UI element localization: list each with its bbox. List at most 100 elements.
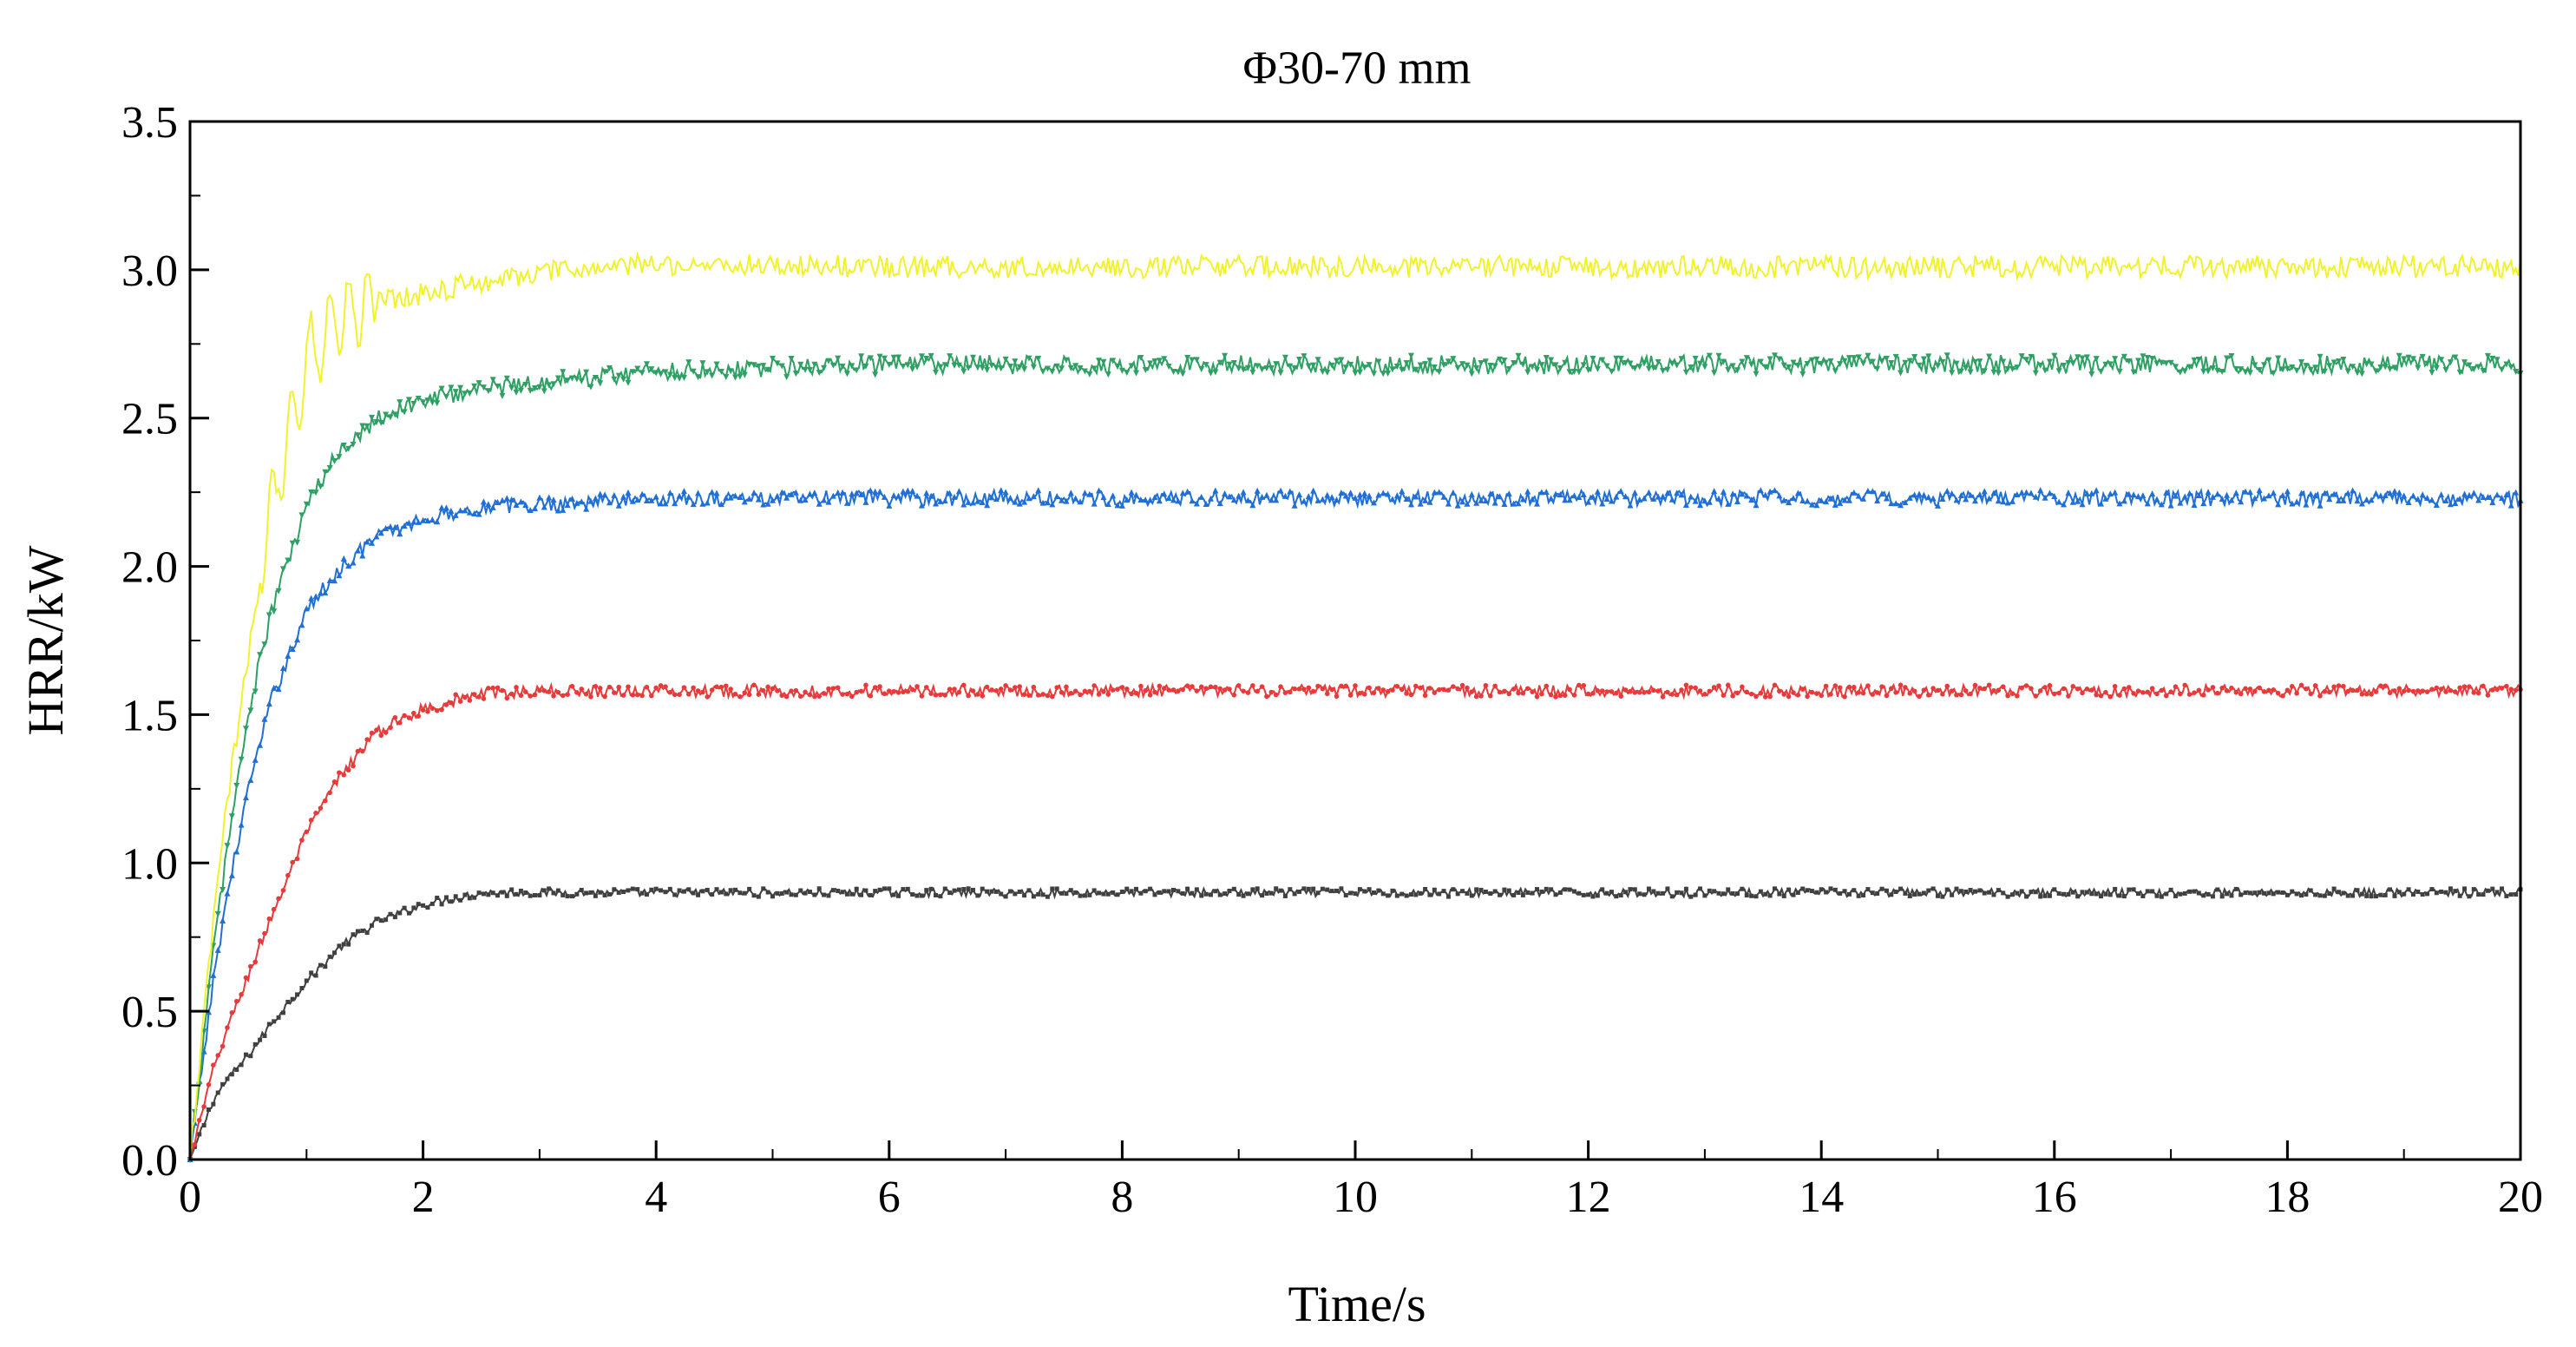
data-point <box>2215 887 2220 892</box>
data-point <box>867 487 874 494</box>
data-point <box>760 687 766 693</box>
data-point <box>1371 690 1377 696</box>
data-point <box>1170 368 1177 375</box>
data-point <box>1072 688 1078 694</box>
data-point <box>196 1117 202 1123</box>
data-point <box>700 889 705 894</box>
data-point <box>2005 894 2010 899</box>
data-point <box>2112 489 2119 496</box>
data-point <box>1860 360 1867 367</box>
data-point <box>1301 353 1308 360</box>
data-point <box>709 372 716 379</box>
data-point <box>900 363 907 370</box>
data-point <box>1851 489 1858 496</box>
data-point <box>909 687 915 693</box>
data-point <box>1464 362 1471 369</box>
data-point <box>550 496 557 503</box>
data-point <box>1805 888 1810 893</box>
data-point <box>1665 689 1670 695</box>
data-point <box>728 888 733 893</box>
data-point <box>1739 358 1746 365</box>
data-point <box>1059 365 1065 372</box>
data-point <box>732 691 738 697</box>
data-point <box>290 996 295 1002</box>
data-point <box>1581 683 1587 688</box>
data-point <box>2061 686 2067 692</box>
data-point <box>1432 887 1437 892</box>
data-point <box>677 888 682 893</box>
data-point <box>1143 889 1148 894</box>
data-point <box>732 374 739 381</box>
data-point <box>2256 487 2263 494</box>
data-point <box>1249 369 1256 376</box>
data-point <box>1982 686 1988 692</box>
data-point <box>1399 366 1406 373</box>
data-point <box>449 899 454 904</box>
data-point <box>1595 687 1601 693</box>
data-point <box>1282 690 1288 695</box>
data-point <box>643 361 650 368</box>
data-point <box>2005 693 2010 699</box>
data-point <box>1925 693 1931 698</box>
data-point <box>843 371 850 378</box>
data-point <box>891 892 896 897</box>
data-point <box>369 539 376 546</box>
data-point <box>779 891 784 897</box>
data-point <box>1064 684 1069 690</box>
data-point <box>593 684 599 689</box>
data-point <box>681 685 687 690</box>
data-point <box>2187 889 2193 894</box>
data-point <box>2317 502 2324 509</box>
data-point <box>337 770 342 776</box>
data-point <box>1991 892 1996 897</box>
data-point <box>1459 682 1465 688</box>
data-point <box>2224 491 2231 498</box>
data-point <box>1950 892 1955 897</box>
data-point <box>1226 361 1233 368</box>
data-point <box>1213 684 1218 690</box>
data-point <box>2438 687 2444 692</box>
data-point <box>513 389 520 396</box>
data-point <box>1795 692 1801 698</box>
data-point <box>1837 361 1844 368</box>
data-point <box>471 383 478 390</box>
data-point <box>1236 365 1242 372</box>
data-point <box>1990 490 1997 496</box>
data-point <box>1040 692 1045 697</box>
data-point <box>1263 365 1270 371</box>
data-point <box>1259 684 1265 689</box>
data-point <box>261 641 268 648</box>
data-point <box>1740 886 1745 891</box>
x-tick-label: 12 <box>1566 1173 1611 1222</box>
data-point <box>476 694 482 700</box>
data-point <box>1543 355 1550 362</box>
data-point <box>1702 691 1708 697</box>
data-point <box>1958 692 1964 698</box>
data-point <box>1995 370 2002 377</box>
data-point <box>914 684 920 689</box>
data-point <box>508 384 515 391</box>
data-point <box>2117 893 2122 898</box>
data-point <box>2429 496 2435 503</box>
data-point <box>257 652 264 659</box>
data-point <box>420 707 426 713</box>
data-point <box>1310 487 1317 494</box>
data-point <box>1576 682 1582 688</box>
data-point <box>1315 890 1321 896</box>
data-point <box>1581 892 1586 897</box>
data-point <box>1851 355 1858 362</box>
data-point <box>1394 893 1399 898</box>
data-point <box>1357 887 1362 892</box>
data-point <box>2186 364 2193 371</box>
data-point <box>1869 488 1876 495</box>
data-point <box>1571 889 1576 894</box>
data-point <box>2308 888 2313 893</box>
data-point <box>1091 683 1097 688</box>
data-point <box>442 504 449 511</box>
data-point <box>2284 892 2290 897</box>
data-point <box>1328 494 1335 501</box>
data-point <box>1557 365 1563 372</box>
data-point <box>1162 889 1167 894</box>
data-point <box>1198 684 1204 690</box>
data-point <box>1459 361 1466 368</box>
